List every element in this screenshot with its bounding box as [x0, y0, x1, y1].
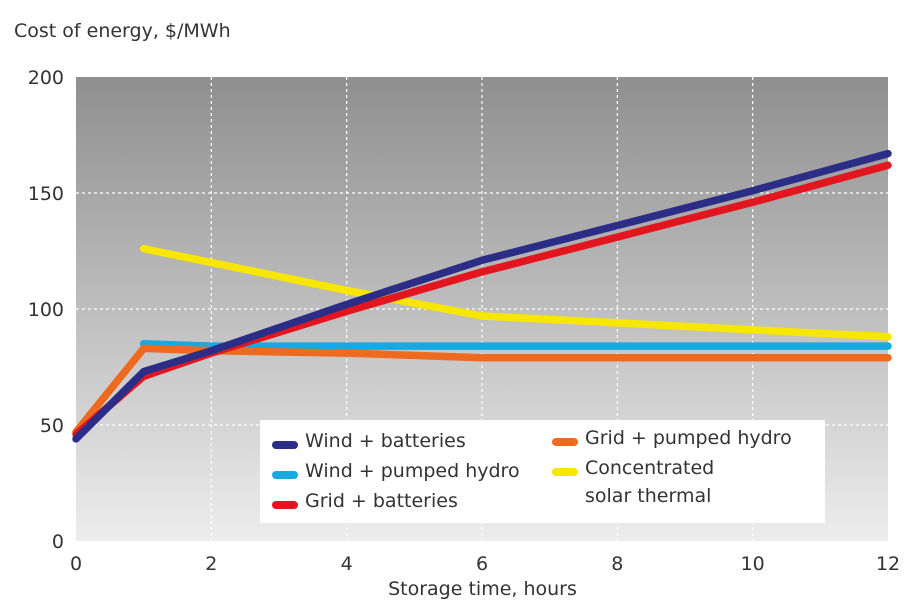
y-tick-label: 200: [28, 67, 64, 89]
y-tick-label: 50: [40, 415, 64, 437]
series-lines: [72, 149, 892, 443]
legend-label-wind-batteries: Wind + batteries: [305, 430, 466, 452]
legend-swatch-grid-pumped-hydro: [552, 438, 578, 446]
legend-label-concentrated-solar-thermal-line1: Concentrated: [585, 457, 715, 479]
x-tick-label: 12: [876, 553, 900, 575]
series-line-grid-batteries: [72, 161, 892, 439]
legend-swatch-grid-batteries: [272, 501, 298, 509]
legend-swatch-wind-batteries: [272, 441, 298, 449]
series-line-concentrated-solar-thermal: [139, 244, 892, 341]
x-tick-label: 8: [611, 553, 623, 575]
y-tick-label: 100: [28, 299, 64, 321]
x-tick-label: 2: [205, 553, 217, 575]
series-line-wind-pumped-hydro: [139, 340, 892, 350]
legend-swatch-concentrated-solar-thermal: [552, 468, 578, 476]
x-tick-label: 4: [341, 553, 353, 575]
x-tick-label: 10: [741, 553, 765, 575]
legend-label-concentrated-solar-thermal-line2: solar thermal: [585, 485, 712, 507]
y-tick-label: 0: [52, 531, 64, 553]
series-line-wind-batteries: [72, 149, 892, 443]
legend: Wind + batteries Wind + pumped hydro Gri…: [260, 420, 825, 523]
x-tick-label: 0: [70, 553, 82, 575]
legend-swatch-wind-pumped-hydro: [272, 471, 298, 479]
tick-labels: 0 2 4 6 8 10 12 0 50 100 150 200: [28, 67, 900, 575]
x-axis-label: Storage time, hours: [388, 578, 577, 600]
legend-label-wind-pumped-hydro: Wind + pumped hydro: [305, 460, 520, 482]
series-line-grid-pumped-hydro: [72, 344, 892, 436]
y-axis-label: Cost of energy, $/MWh: [14, 20, 231, 42]
y-tick-label: 150: [28, 183, 64, 205]
legend-label-grid-batteries: Grid + batteries: [305, 490, 458, 512]
x-tick-label: 6: [476, 553, 488, 575]
legend-label-grid-pumped-hydro: Grid + pumped hydro: [585, 427, 792, 449]
